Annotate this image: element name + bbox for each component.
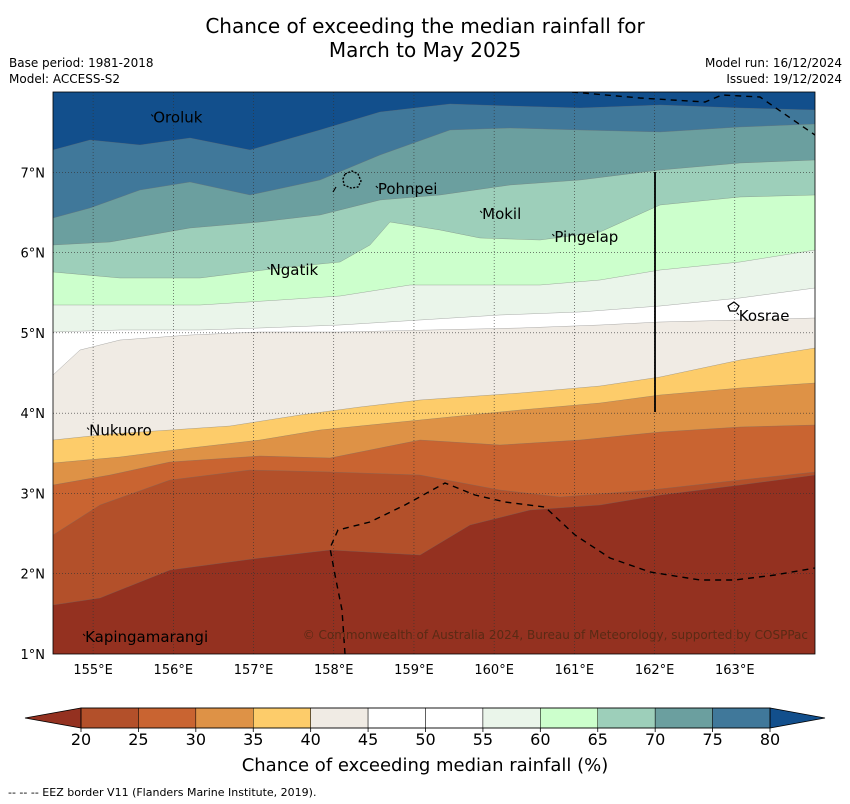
colorbar-segment [540,707,598,729]
contour-lines [53,103,815,606]
model-name: Model: ACCESS-S2 [9,72,121,86]
lat-tick-label: 3°N [21,487,46,502]
colorbar-tick-label: 25 [128,730,148,749]
colorbar-label: Chance of exceeding median rainfall (%) [241,755,609,776]
colorbar-tick-label: 50 [415,730,435,749]
lon-tick-label: 162°E [635,663,675,678]
band-above-80 [53,92,815,150]
title-line-1: Chance of exceeding the median rainfall … [205,14,645,38]
colorbar-segment [597,707,656,729]
kosrae-island-outline [727,301,740,312]
colorbar-ticks: 20 25 30 35 40 45 50 55 60 65 70 75 80 [71,728,780,749]
colorbar-tick-label: 60 [530,730,550,749]
place-ngatik: Ngatik [267,261,319,279]
colorbar-tick-label: 65 [588,730,608,749]
place-pohnpei: Pohnpei [375,180,438,198]
colorbar-segment [138,707,197,729]
place-marker [267,266,270,270]
place-label: Nukuoro [89,422,152,440]
colorbar-segment [367,707,426,729]
colorbar-tick-label: 20 [71,730,91,749]
place-label: Pohnpei [378,180,438,198]
lat-tick-label: 6°N [21,247,46,262]
lat-tick-label: 4°N [21,407,46,422]
place-label: Pingelap [554,228,618,246]
place-marker [150,114,154,117]
lon-tick-label: 159°E [394,663,434,678]
colorbar-segment [712,707,771,729]
colorbar-tick-label: 30 [186,730,206,749]
colorbar-under-arrow [24,707,82,729]
colorbar-segment [654,707,713,729]
colorbar-segment [482,707,541,729]
lon-tick-label: 157°E [234,663,274,678]
colorbar-segment [310,707,369,729]
lat-tick-label: 5°N [21,327,46,342]
lon-tick-label: 161°E [555,663,595,678]
colorbar-over-arrow [769,707,826,729]
base-period: Base period: 1981-2018 [9,56,154,70]
lon-tick-label: 163°E [715,663,755,678]
lon-tick-label: 156°E [154,663,194,678]
model-run: Model run: 16/12/2024 [704,56,842,70]
lon-tick-label: 155°E [73,663,113,678]
lat-tick-label: 2°N [21,568,46,583]
eez-footnote: -- -- -- EEZ border V11 (Flanders Marine… [8,786,317,799]
chart-title: Chance of exceeding the median rainfall … [0,14,850,62]
place-pingelap: Pingelap [551,228,618,246]
place-label: Mokil [482,205,521,223]
longitude-ticks: 155°E 156°E 157°E 158°E 159°E 160°E 161°E 162°E… [73,663,754,678]
place-label: Kosrae [739,307,790,325]
place-labels: Oroluk Pohnpei Mokil Pingelap Ngatik Kosrae Nu… [82,109,790,646]
rainfall-map: Oroluk Pohnpei Mokil Pingelap Ngatik Kosrae Nu… [21,91,816,678]
colorbar-segment [80,707,139,729]
place-mokil: Mokil [479,205,521,223]
place-label: Oroluk [153,109,202,127]
colorbar-tick-label: 55 [473,730,493,749]
colorbar-tick-label: 35 [243,730,263,749]
colorbar-segment [253,707,311,729]
title-line-2: March to May 2025 [328,38,522,62]
place-marker [479,210,483,214]
colorbar-segment [195,707,254,729]
colorbar-frame [80,707,771,729]
colorbar-tick-label: 75 [702,730,722,749]
lat-tick-label: 7°N [21,166,46,181]
place-nukuoro: Nukuoro [86,422,152,440]
lon-tick-label: 158°E [314,663,354,678]
issued-date: Issued: 19/12/2024 [726,72,842,86]
place-marker [82,633,86,637]
colorbar-segment [425,707,484,729]
colorbar-segments [24,707,826,729]
colorbar-tick-label: 80 [760,730,780,749]
place-kapingamarangi: Kapingamarangi [82,628,208,646]
place-oroluk: Oroluk [150,109,203,127]
place-label: Kapingamarangi [85,628,208,646]
place-label: Ngatik [270,261,319,279]
colorbar-tick-label: 45 [358,730,378,749]
pohnpei-island-outline [342,170,362,189]
lon-tick-label: 160°E [474,663,514,678]
map-contours [53,92,815,654]
copyright-credit: © Commonwealth of Australia 2024, Bureau… [302,628,808,642]
map-frame [52,91,816,655]
place-marker [375,185,379,189]
place-marker [551,233,555,237]
colorbar-tick-label: 70 [645,730,665,749]
place-marker [86,427,90,430]
colorbar-tick-label: 40 [300,730,320,749]
place-kosrae: Kosrae [736,307,790,325]
latitude-ticks: 7°N 6°N 5°N 4°N 3°N 2°N 1°N [21,166,46,663]
pohnpei-reef-mark [332,186,337,193]
eez-border [329,92,815,654]
lat-tick-label: 1°N [21,648,46,663]
place-marker [736,312,740,316]
